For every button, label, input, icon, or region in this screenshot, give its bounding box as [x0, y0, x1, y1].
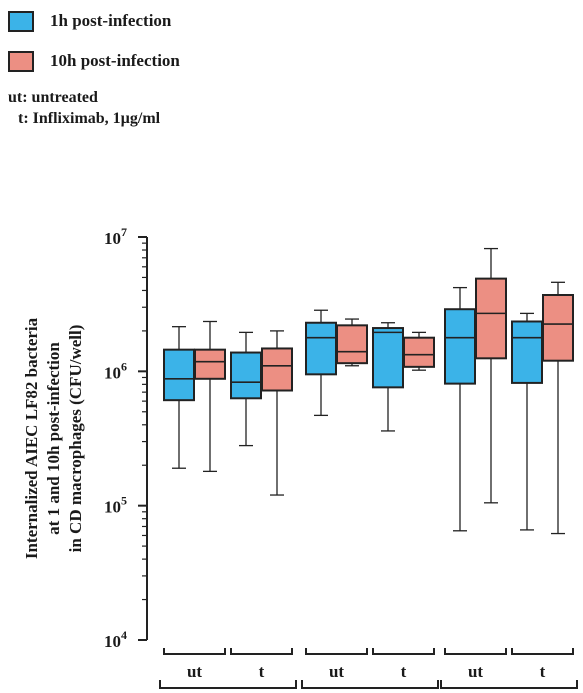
y-tick-label: 105: [104, 494, 127, 517]
y-tick-label: 107: [104, 225, 127, 248]
subgroup-label: ut: [468, 662, 483, 681]
group-bracket: [159, 680, 297, 689]
legend-label-10h: 10h post-infection: [50, 51, 180, 70]
y-tick-label: 104: [104, 628, 127, 651]
subgroup-label: t: [540, 662, 546, 681]
subgroup-label: ut: [329, 662, 344, 681]
box-iqr: [511, 320, 543, 384]
y-axis-label-line: in CD macrophages (CFU/well): [66, 325, 85, 553]
subgroup-bracket: [230, 648, 293, 655]
y-axis-label-line: at 1 and 10h post-infection: [44, 342, 63, 535]
box-iqr: [305, 321, 337, 376]
y-axis-label: Internalized AIEC LF82 bacteria at 1 and …: [22, 317, 85, 559]
subgroup-label: ut: [187, 662, 202, 681]
box-iqr: [403, 336, 435, 368]
legend-label-1h: 1h post-infection: [50, 11, 172, 30]
subgroup-bracket: [372, 648, 435, 655]
box-iqr: [372, 327, 404, 389]
box-iqr: [542, 294, 574, 362]
subgroup-label: t: [259, 662, 265, 681]
subgroup-bracket: [305, 648, 368, 655]
legend-item-10h: 10h post-infection: [8, 48, 180, 74]
group-bracket: [301, 680, 439, 689]
subgroup-bracket: [511, 648, 574, 655]
y-tick-label: 106: [104, 359, 127, 382]
box-iqr: [444, 308, 476, 385]
subgroup-bracket: [163, 648, 226, 655]
y-axis-label-line: Internalized AIEC LF82 bacteria: [22, 317, 41, 559]
group-bracket: [440, 680, 578, 689]
box-iqr: [336, 324, 368, 365]
legend-swatch-1h: [8, 10, 34, 32]
legend-swatch-10h: [8, 50, 34, 72]
box-iqr: [475, 277, 507, 360]
legend-item-1h: 1h post-infection: [8, 8, 171, 34]
box-iqr: [194, 348, 226, 380]
box-iqr: [261, 347, 293, 392]
subgroup-label: t: [401, 662, 407, 681]
box-iqr: [163, 348, 195, 402]
subgroup-bracket: [444, 648, 507, 655]
box-iqr: [230, 351, 262, 400]
note-infliximab: t: Infliximab, 1µg/ml: [18, 110, 161, 127]
note-untreated: ut: untreated: [8, 89, 98, 106]
